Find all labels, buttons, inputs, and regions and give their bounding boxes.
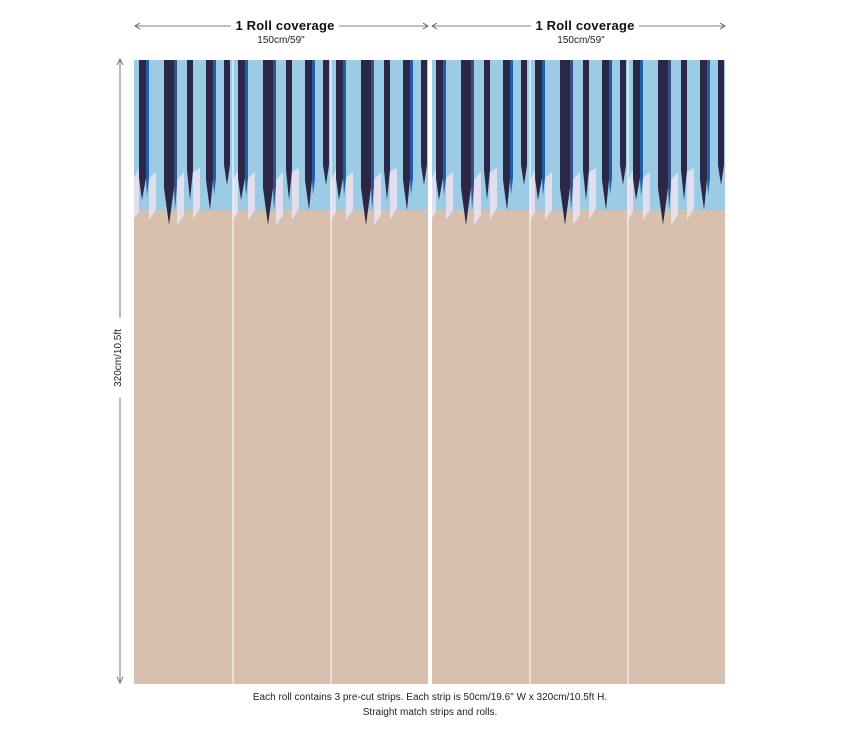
strip-dividers	[232, 60, 629, 684]
caption: Each roll contains 3 pre-cut strips. Eac…	[130, 690, 730, 720]
height-label: 320cm/10.5ft	[113, 318, 127, 398]
caption-line-2: Straight match strips and rolls.	[362, 707, 498, 718]
wallpaper-preview	[134, 60, 725, 684]
lavender-highlights	[134, 168, 694, 225]
roll-1-width-label: 150cm/59"	[257, 35, 305, 46]
dimension-arrows-top	[134, 22, 726, 30]
caption-line-1: Each roll contains 3 pre-cut strips. Eac…	[252, 692, 608, 703]
roll-divider	[428, 60, 432, 684]
roll-2-width-label: 150cm/59"	[557, 35, 605, 46]
roll-2-coverage-title: 1 Roll coverage	[531, 18, 639, 33]
roll-1-coverage-title: 1 Roll coverage	[231, 18, 339, 33]
